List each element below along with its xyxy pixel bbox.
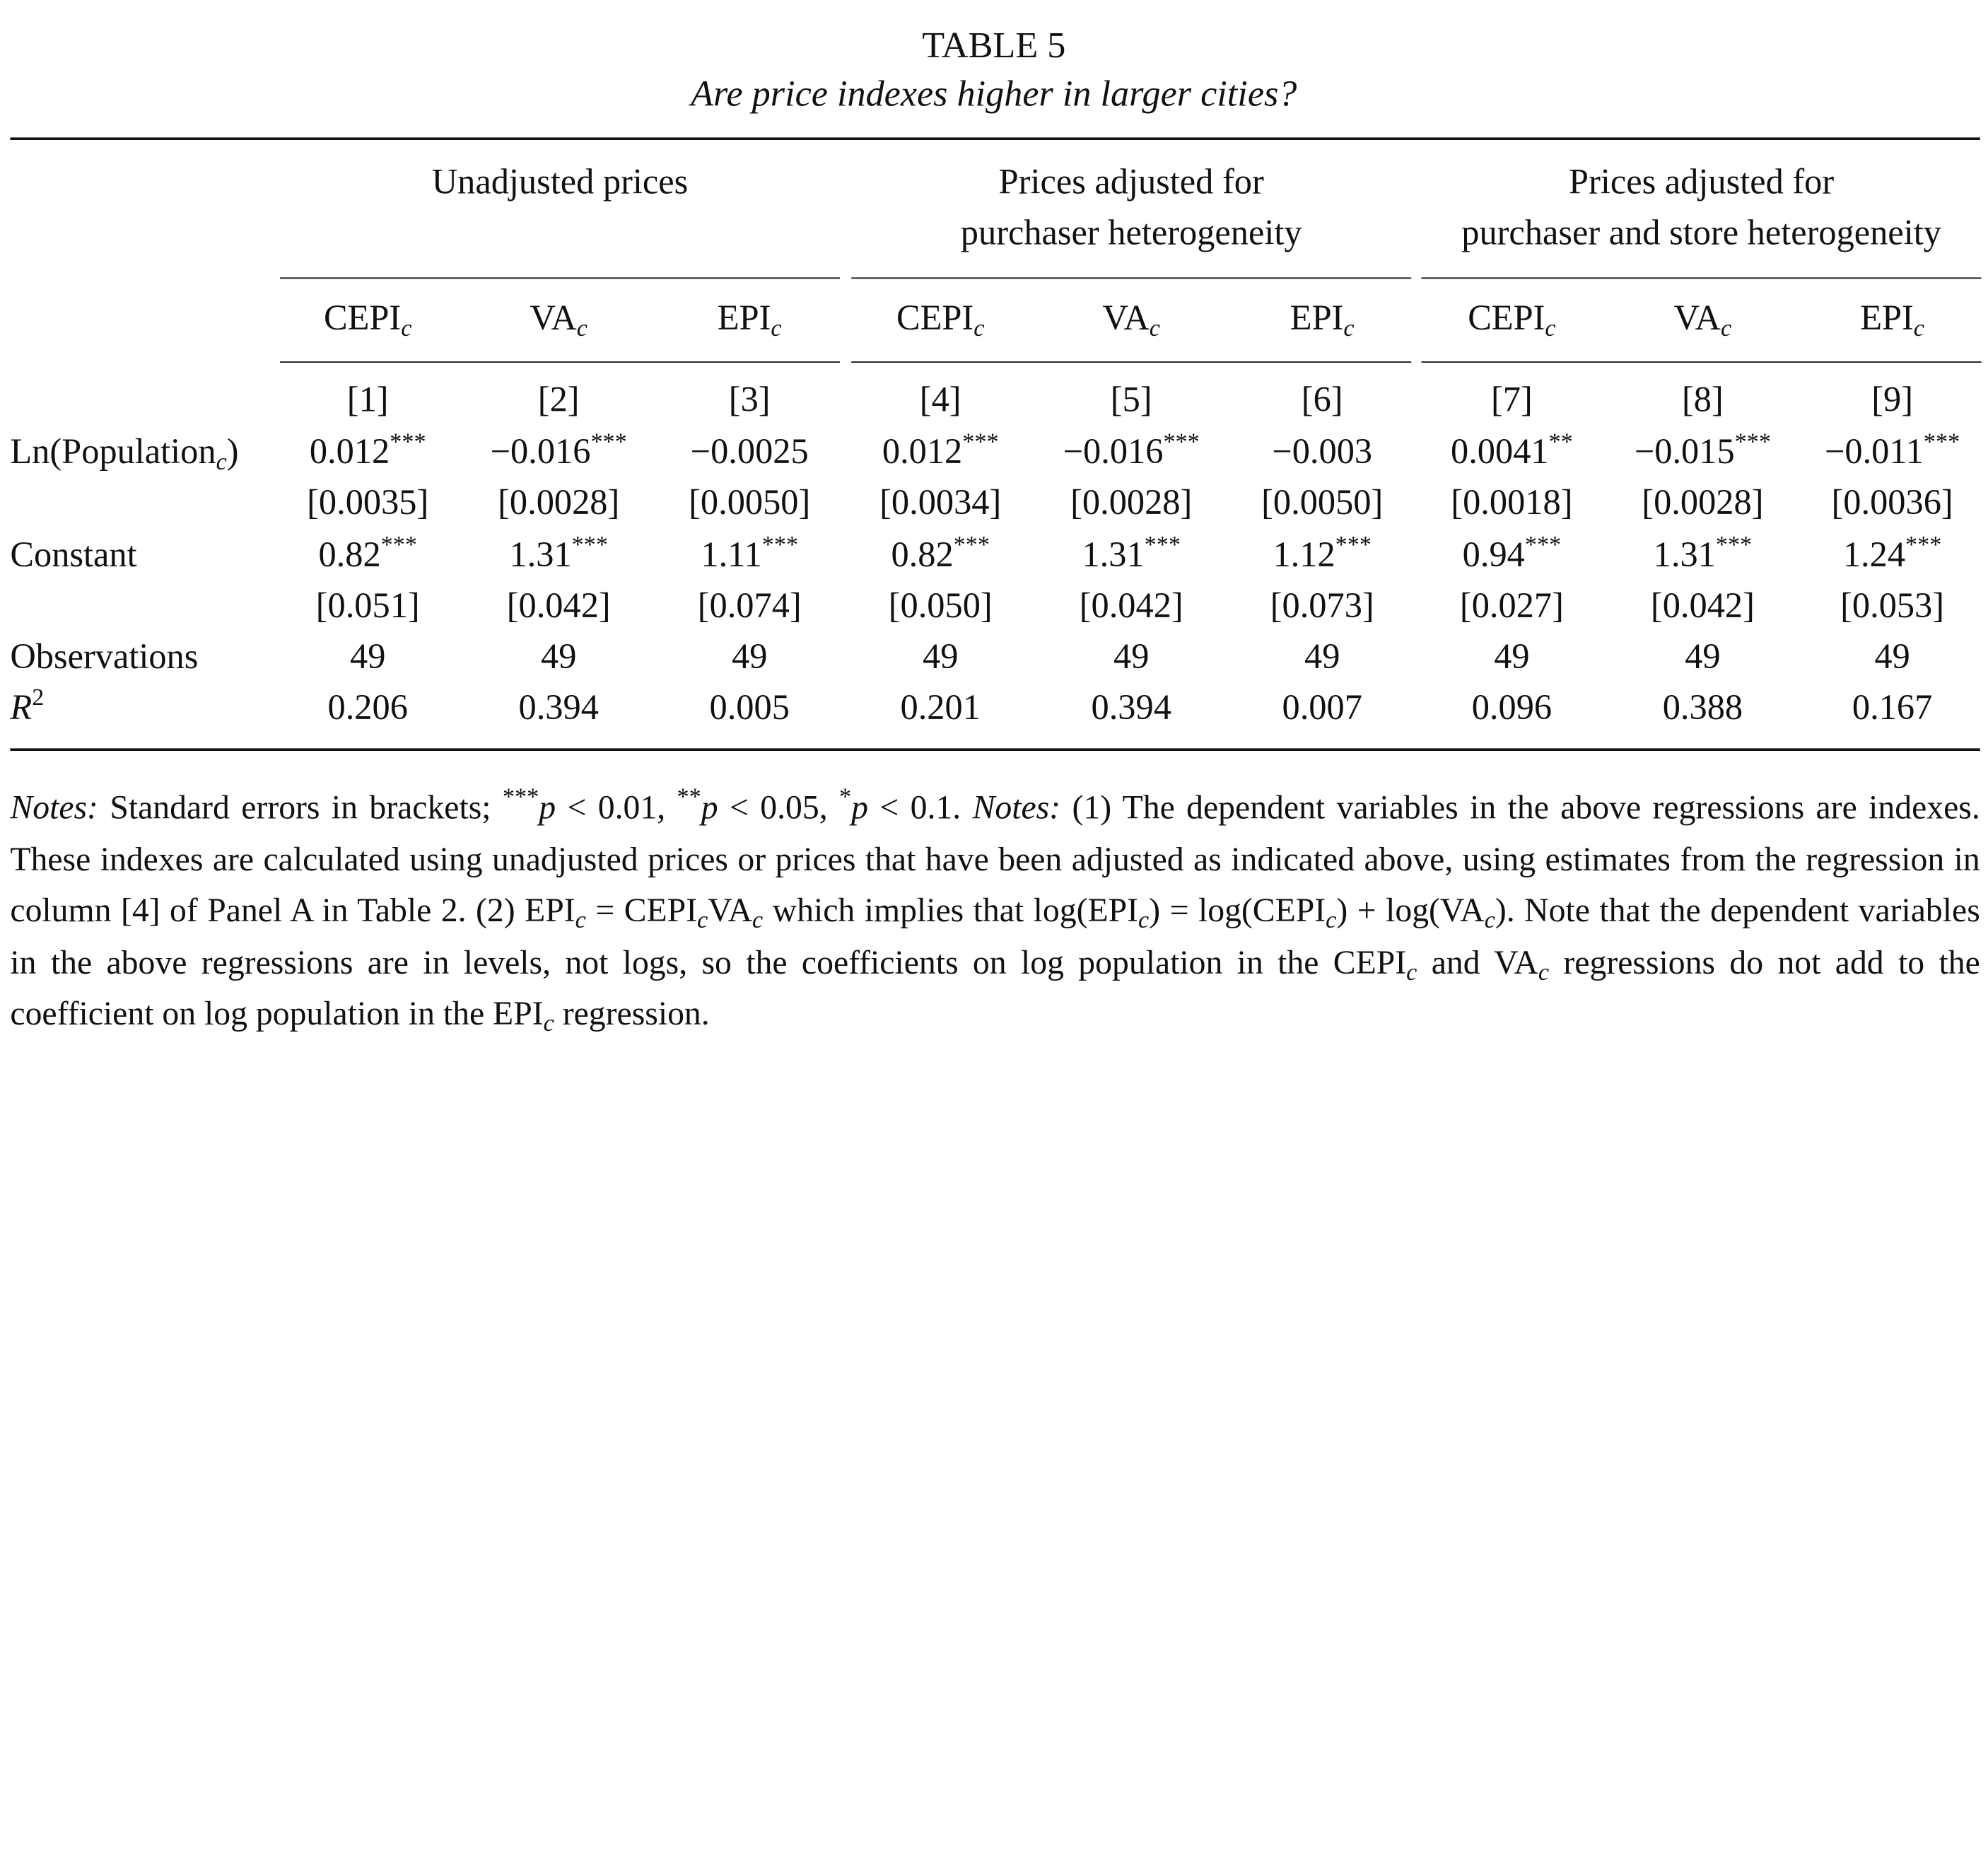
- standard-error-cell: [0.027]: [1459, 586, 1564, 626]
- dep-var-underline: [851, 361, 1412, 363]
- standard-error-cell: [0.051]: [315, 586, 420, 626]
- coefficient-cell: −0.015***: [1634, 428, 1771, 472]
- notes-paragraph: Notes: Standard errors in brackets; ***p…: [10, 783, 1980, 1037]
- dep-var-header: CEPIc: [323, 299, 412, 343]
- top-rule: [10, 137, 1980, 140]
- coefficient-cell: 0.012***: [882, 428, 999, 472]
- dep-var-header: VAc: [1102, 299, 1160, 343]
- group-header-unadjusted: Unadjusted prices: [280, 158, 840, 209]
- table-caption: Are price indexes higher in larger citie…: [691, 74, 1297, 115]
- column-number: [7]: [1491, 380, 1533, 420]
- group-header-line: purchaser heterogeneity: [960, 214, 1302, 254]
- column-number: [4]: [919, 380, 961, 420]
- standard-error-cell: [0.053]: [1840, 586, 1945, 626]
- coefficient-cell: 1.24***: [1842, 532, 1942, 576]
- column-number: [2]: [537, 380, 580, 420]
- standard-error-cell: [0.0036]: [1831, 484, 1953, 523]
- standard-error-cell: [0.0050]: [1261, 484, 1384, 523]
- observations-cell: 49: [350, 637, 386, 677]
- coefficient-cell: −0.016***: [490, 428, 627, 472]
- column-number: [6]: [1301, 380, 1343, 420]
- standard-error-cell: [0.042]: [1079, 586, 1183, 626]
- standard-error-cell: [0.074]: [697, 586, 802, 626]
- r-squared-cell: 0.096: [1471, 688, 1553, 728]
- observations-cell: 49: [732, 637, 768, 677]
- coefficient-cell: 0.94***: [1462, 532, 1562, 576]
- observations-cell: 49: [1874, 637, 1910, 677]
- row-label-r-squared: R2: [10, 684, 45, 728]
- coefficient-cell: 1.31***: [509, 532, 608, 576]
- coefficient-cell: 0.012***: [309, 428, 426, 472]
- coefficient-cell: −0.0025: [690, 433, 809, 472]
- group-header-purchaser-store: Prices adjusted for purchaser and store …: [1422, 158, 1982, 259]
- coefficient-cell: 0.0041**: [1451, 428, 1573, 472]
- dep-var-underline: [280, 361, 840, 363]
- observations-cell: 49: [1685, 637, 1721, 677]
- dep-var-header: VAc: [1673, 299, 1732, 343]
- column-number: [3]: [728, 380, 771, 420]
- row-label-constant: Constant: [10, 535, 137, 576]
- r-squared-cell: 0.201: [900, 688, 981, 728]
- notes-label: Notes:: [972, 788, 1061, 827]
- dep-var-header: EPIc: [717, 299, 782, 343]
- group-underline: [1421, 277, 1982, 279]
- row-label-ln-population: Ln(Populationc): [10, 433, 239, 477]
- standard-error-cell: [0.0028]: [498, 484, 620, 523]
- standard-error-cell: [0.0028]: [1070, 484, 1193, 523]
- observations-cell: 49: [541, 637, 577, 677]
- observations-cell: 49: [1494, 637, 1530, 677]
- standard-error-cell: [0.0034]: [879, 484, 1002, 523]
- group-underline: [280, 277, 840, 279]
- r-squared-cell: 0.394: [1091, 688, 1171, 728]
- group-header-purchaser: Prices adjusted for purchaser heterogene…: [851, 158, 1411, 259]
- column-number: [5]: [1110, 380, 1152, 420]
- coefficient-cell: −0.011***: [1824, 428, 1960, 472]
- observations-cell: 49: [1304, 637, 1340, 677]
- standard-error-cell: [0.042]: [1650, 586, 1755, 626]
- standard-error-cell: [0.042]: [506, 586, 611, 626]
- group-header-line: Prices adjusted for: [998, 163, 1264, 203]
- dep-var-header: EPIc: [1860, 299, 1924, 343]
- coefficient-cell: −0.003: [1272, 433, 1373, 472]
- r-squared-cell: 0.167: [1852, 688, 1933, 728]
- row-label-observations: Observations: [10, 637, 199, 677]
- standard-error-cell: [0.050]: [888, 586, 993, 626]
- dep-var-header: CEPIc: [896, 299, 985, 343]
- column-number: [1]: [346, 380, 389, 420]
- standard-error-cell: [0.0018]: [1451, 484, 1573, 523]
- column-number: [9]: [1871, 380, 1913, 420]
- table-notes: Notes: Standard errors in brackets; ***p…: [10, 781, 1980, 1039]
- observations-cell: 49: [923, 637, 959, 677]
- column-number: [8]: [1682, 380, 1724, 420]
- r-squared-cell: 0.394: [518, 688, 599, 728]
- coefficient-cell: 1.12***: [1273, 532, 1372, 576]
- group-header-line: Unadjusted prices: [431, 163, 689, 203]
- table-number: TABLE 5: [922, 25, 1066, 66]
- standard-error-cell: [0.073]: [1270, 586, 1374, 626]
- observations-cell: 49: [1113, 637, 1150, 677]
- standard-error-cell: [0.0028]: [1642, 484, 1764, 523]
- group-underline: [851, 277, 1412, 279]
- r-squared-cell: 0.206: [327, 688, 408, 728]
- bottom-rule: [10, 748, 1980, 751]
- r-squared-cell: 0.388: [1662, 688, 1743, 728]
- dep-var-header: EPIc: [1290, 299, 1355, 343]
- dep-var-header: VAc: [530, 299, 587, 343]
- r-squared-cell: 0.007: [1282, 688, 1362, 728]
- coefficient-cell: 1.11***: [701, 532, 799, 576]
- coefficient-cell: 1.31***: [1653, 532, 1753, 576]
- coefficient-cell: 1.31***: [1082, 532, 1181, 576]
- dep-var-underline: [1421, 361, 1982, 363]
- standard-error-cell: [0.0035]: [307, 484, 429, 523]
- group-header-line: purchaser and store heterogeneity: [1461, 214, 1941, 254]
- notes-label: Notes:: [10, 788, 98, 827]
- coefficient-cell: 0.82***: [318, 532, 417, 576]
- dep-var-header: CEPIc: [1468, 299, 1556, 343]
- coefficient-cell: 0.82***: [891, 532, 990, 576]
- standard-error-cell: [0.0050]: [689, 484, 811, 523]
- group-header-line: Prices adjusted for: [1569, 163, 1835, 203]
- r-squared-cell: 0.005: [709, 688, 790, 728]
- coefficient-cell: −0.016***: [1063, 428, 1200, 472]
